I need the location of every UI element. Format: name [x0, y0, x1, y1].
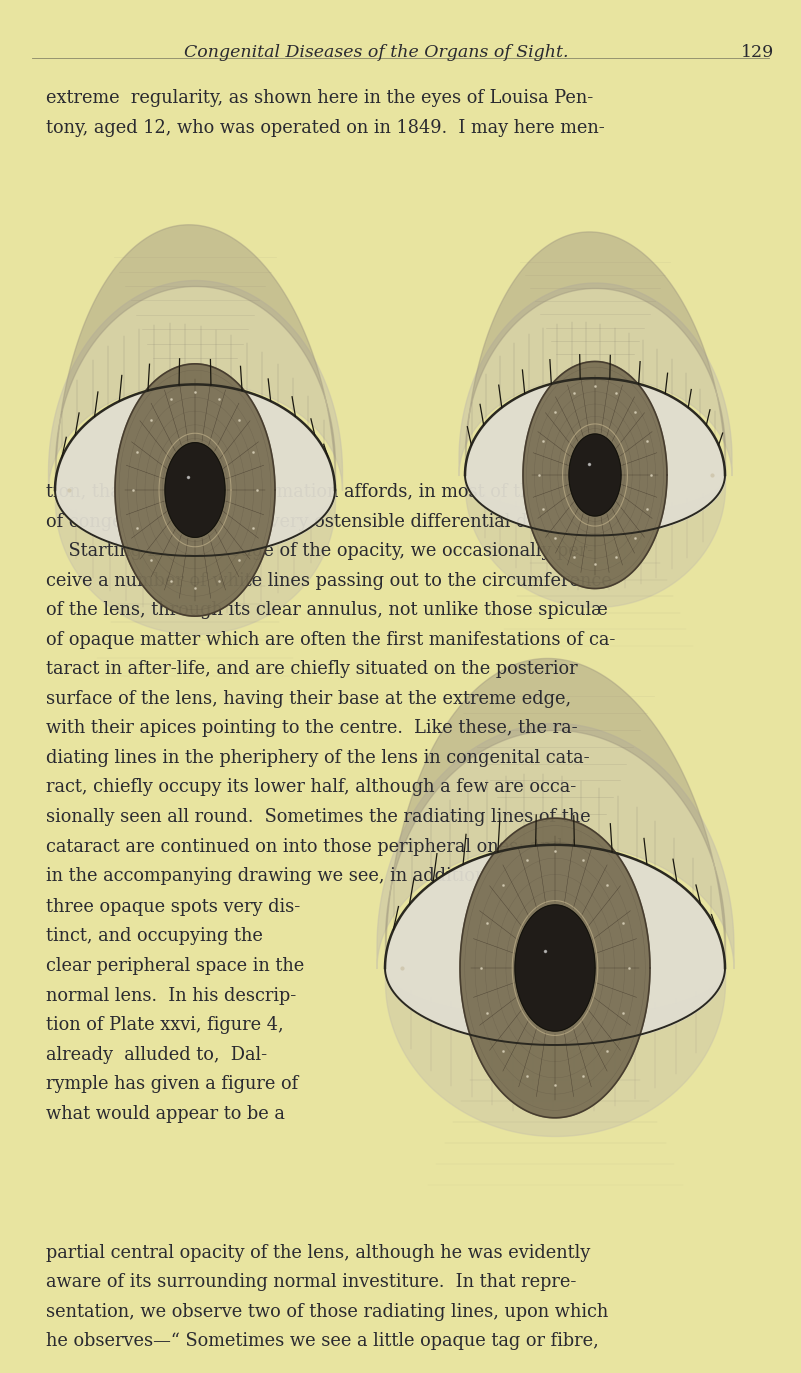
Text: of the lens, through its clear annulus, not unlike those spiculæ: of the lens, through its clear annulus, … — [46, 601, 608, 619]
Text: diating lines in the pheriphery of the lens in congenital cata-: diating lines in the pheriphery of the l… — [46, 748, 590, 768]
Text: tinct, and occupying the: tinct, and occupying the — [46, 928, 264, 946]
Text: extreme  regularity, as shown here in the eyes of Louisa Pen-: extreme regularity, as shown here in the… — [46, 89, 594, 107]
Text: ceive a number of white lines passing out to the circumference: ceive a number of white lines passing ou… — [46, 571, 612, 590]
Text: he observes—“ Sometimes we see a little opaque tag or fibre,: he observes—“ Sometimes we see a little … — [46, 1332, 599, 1351]
Text: of opaque matter which are often the first manifestations of ca-: of opaque matter which are often the fir… — [46, 630, 616, 649]
Polygon shape — [523, 361, 667, 589]
Polygon shape — [569, 434, 621, 516]
Text: three opaque spots very dis-: three opaque spots very dis- — [46, 898, 300, 916]
Polygon shape — [165, 442, 225, 537]
Text: what would appear to be a: what would appear to be a — [46, 1104, 285, 1123]
Text: with their apices pointing to the centre.  Like these, the ra-: with their apices pointing to the centre… — [46, 719, 578, 737]
Polygon shape — [460, 818, 650, 1118]
Text: normal lens.  In his descrip-: normal lens. In his descrip- — [46, 987, 296, 1005]
Text: of congenital cataract, a very ostensible differential diagnosis.: of congenital cataract, a very ostensibl… — [46, 512, 606, 531]
Text: taract in after-life, and are chiefly situated on the posterior: taract in after-life, and are chiefly si… — [46, 660, 578, 678]
Text: partial central opacity of the lens, although he was evidently: partial central opacity of the lens, alt… — [46, 1244, 590, 1262]
Text: surface of the lens, having their base at the extreme edge,: surface of the lens, having their base a… — [46, 689, 572, 708]
Text: sentation, we observe two of those radiating lines, upon which: sentation, we observe two of those radia… — [46, 1303, 609, 1321]
Text: tion of Plate xxvi, figure 4,: tion of Plate xxvi, figure 4, — [46, 1016, 284, 1034]
Polygon shape — [515, 905, 595, 1031]
Text: sionally seen all round.  Sometimes the radiating lines of the: sionally seen all round. Sometimes the r… — [46, 807, 591, 827]
Text: tion, that regularity of formation affords, in most of these cases: tion, that regularity of formation affor… — [46, 483, 617, 501]
Text: Congenital Diseases of the Organs of Sight.: Congenital Diseases of the Organs of Sig… — [184, 44, 569, 60]
Text: clear peripheral space in the: clear peripheral space in the — [46, 957, 304, 975]
Text: 129: 129 — [741, 44, 775, 60]
Polygon shape — [115, 364, 275, 616]
Text: cataract are continued on into those peripheral ones; and: cataract are continued on into those per… — [46, 838, 563, 855]
Text: in the accompanying drawing we see, in addition thereto,: in the accompanying drawing we see, in a… — [46, 868, 563, 886]
Text: aware of its surrounding normal investiture.  In that repre-: aware of its surrounding normal investit… — [46, 1274, 577, 1292]
Text: Starting from the edge of the opacity, we occasionally per-: Starting from the edge of the opacity, w… — [46, 542, 594, 560]
Text: rymple has given a figure of: rymple has given a figure of — [46, 1075, 299, 1093]
Text: already  alluded to,  Dal-: already alluded to, Dal- — [46, 1046, 268, 1064]
Text: ract, chiefly occupy its lower half, although a few are occa-: ract, chiefly occupy its lower half, alt… — [46, 778, 577, 796]
Text: tony, aged 12, who was operated on in 1849.  I may here men-: tony, aged 12, who was operated on in 18… — [46, 118, 606, 137]
